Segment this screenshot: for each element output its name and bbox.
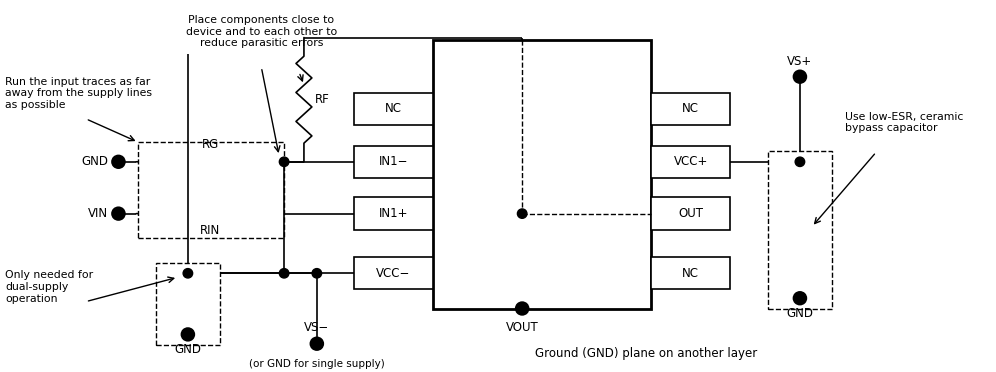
Circle shape xyxy=(516,302,529,315)
Circle shape xyxy=(795,157,805,167)
Text: NC: NC xyxy=(682,267,699,280)
Text: RIN: RIN xyxy=(200,224,220,237)
Circle shape xyxy=(312,269,322,278)
Text: VS−: VS− xyxy=(304,321,330,334)
Circle shape xyxy=(181,328,194,341)
Bar xyxy=(433,39,651,308)
Bar xyxy=(651,93,730,125)
Text: GND: GND xyxy=(174,343,201,356)
Text: RG: RG xyxy=(201,138,219,151)
Circle shape xyxy=(279,157,289,167)
Text: NC: NC xyxy=(682,102,699,115)
Circle shape xyxy=(279,269,289,278)
Text: VCC+: VCC+ xyxy=(673,155,708,168)
Bar xyxy=(354,93,433,125)
Bar xyxy=(354,257,433,289)
Text: Place components close to
device and to each other to
reduce parasitic errors: Place components close to device and to … xyxy=(185,15,337,48)
Circle shape xyxy=(112,207,124,220)
Bar xyxy=(651,257,730,289)
Text: OUT: OUT xyxy=(678,207,703,220)
Circle shape xyxy=(112,155,124,168)
Text: Only needed for
dual-supply
operation: Only needed for dual-supply operation xyxy=(5,270,94,304)
Text: Run the input traces as far
away from the supply lines
as possible: Run the input traces as far away from th… xyxy=(5,77,152,110)
Text: (or GND for single supply): (or GND for single supply) xyxy=(249,359,384,369)
Bar xyxy=(651,198,730,230)
Text: VIN: VIN xyxy=(89,207,109,220)
Text: IN1−: IN1− xyxy=(378,155,408,168)
Text: Ground (GND) plane on another layer: Ground (GND) plane on another layer xyxy=(535,347,757,360)
Circle shape xyxy=(183,269,192,278)
Text: Use low-ESR, ceramic
bypass capacitor: Use low-ESR, ceramic bypass capacitor xyxy=(845,112,963,134)
Text: VS+: VS+ xyxy=(787,55,813,68)
Circle shape xyxy=(794,70,807,83)
Bar xyxy=(354,198,433,230)
Text: GND: GND xyxy=(787,307,814,320)
Text: RF: RF xyxy=(315,93,330,106)
Circle shape xyxy=(794,292,807,305)
Bar xyxy=(156,263,220,345)
Circle shape xyxy=(311,337,324,350)
Bar xyxy=(768,151,832,308)
Bar xyxy=(354,146,433,178)
Bar xyxy=(138,142,284,238)
Bar xyxy=(651,146,730,178)
Text: IN1+: IN1+ xyxy=(378,207,408,220)
Text: VOUT: VOUT xyxy=(506,321,539,334)
Circle shape xyxy=(517,209,527,218)
Text: VCC−: VCC− xyxy=(376,267,410,280)
Text: GND: GND xyxy=(82,155,109,168)
Text: NC: NC xyxy=(384,102,401,115)
